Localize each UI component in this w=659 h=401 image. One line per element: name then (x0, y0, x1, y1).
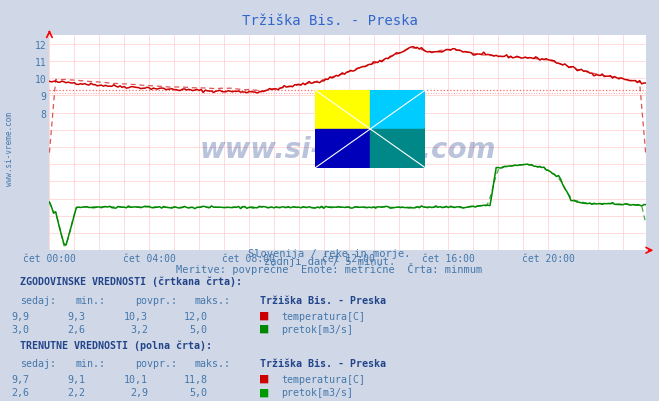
Text: 5,0: 5,0 (190, 387, 208, 397)
Text: 3,0: 3,0 (12, 324, 30, 334)
Text: Slovenija / reke in morje.: Slovenija / reke in morje. (248, 249, 411, 259)
Text: sedaj:: sedaj: (20, 358, 56, 368)
Text: ■: ■ (260, 371, 269, 385)
Text: 9,1: 9,1 (68, 374, 86, 384)
Text: 10,3: 10,3 (125, 311, 148, 321)
Text: 9,7: 9,7 (12, 374, 30, 384)
Polygon shape (370, 130, 425, 168)
Text: Tržiška Bis. - Preska: Tržiška Bis. - Preska (242, 14, 417, 28)
Text: sedaj:: sedaj: (20, 295, 56, 305)
Text: 2,6: 2,6 (68, 324, 86, 334)
Polygon shape (370, 91, 425, 130)
Polygon shape (316, 91, 370, 130)
Text: www.si-vreme.com: www.si-vreme.com (5, 111, 14, 185)
Text: ■: ■ (260, 321, 269, 335)
Text: 12,0: 12,0 (184, 311, 208, 321)
Text: Tržiška Bis. - Preska: Tržiška Bis. - Preska (260, 358, 386, 368)
Text: maks.:: maks.: (194, 358, 231, 368)
Text: min.:: min.: (76, 358, 106, 368)
Text: min.:: min.: (76, 295, 106, 305)
Text: pretok[m3/s]: pretok[m3/s] (281, 324, 353, 334)
Text: povpr.:: povpr.: (135, 295, 177, 305)
Text: zadnji dan / 5 minut.: zadnji dan / 5 minut. (264, 257, 395, 267)
Text: temperatura[C]: temperatura[C] (281, 311, 365, 321)
Text: 10,1: 10,1 (125, 374, 148, 384)
Text: 2,9: 2,9 (130, 387, 148, 397)
Text: 9,3: 9,3 (68, 311, 86, 321)
Polygon shape (370, 91, 425, 130)
Text: 5,0: 5,0 (190, 324, 208, 334)
Text: www.si-vreme.com: www.si-vreme.com (200, 136, 496, 164)
Text: maks.:: maks.: (194, 295, 231, 305)
Text: pretok[m3/s]: pretok[m3/s] (281, 387, 353, 397)
Text: ZGODOVINSKE VREDNOSTI (črtkana črta):: ZGODOVINSKE VREDNOSTI (črtkana črta): (20, 276, 242, 287)
Text: ■: ■ (260, 308, 269, 322)
Text: 3,2: 3,2 (130, 324, 148, 334)
Text: 11,8: 11,8 (184, 374, 208, 384)
Polygon shape (316, 91, 370, 130)
Text: 2,6: 2,6 (12, 387, 30, 397)
Text: Meritve: povprečne  Enote: metrične  Črta: minmum: Meritve: povprečne Enote: metrične Črta:… (177, 263, 482, 275)
Text: Tržiška Bis. - Preska: Tržiška Bis. - Preska (260, 295, 386, 305)
Polygon shape (316, 130, 370, 168)
Text: TRENUTNE VREDNOSTI (polna črta):: TRENUTNE VREDNOSTI (polna črta): (20, 340, 212, 350)
Text: ■: ■ (260, 385, 269, 398)
Text: 9,9: 9,9 (12, 311, 30, 321)
Polygon shape (370, 130, 425, 168)
Text: 2,2: 2,2 (68, 387, 86, 397)
Text: povpr.:: povpr.: (135, 358, 177, 368)
Polygon shape (316, 130, 370, 168)
Text: temperatura[C]: temperatura[C] (281, 374, 365, 384)
